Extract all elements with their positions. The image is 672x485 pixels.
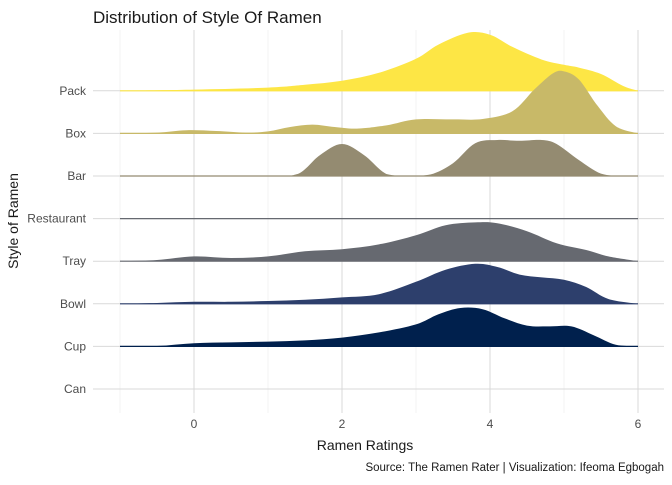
x-tick-label: 6 bbox=[635, 417, 642, 431]
ridge-box bbox=[120, 70, 638, 134]
x-tick-label: 0 bbox=[191, 417, 198, 431]
chart-title: Distribution of Style Of Ramen bbox=[93, 8, 322, 27]
chart-caption: Source: The Ramen Rater | Visualization:… bbox=[365, 462, 664, 474]
ridge-series bbox=[120, 32, 638, 347]
x-tick-label: 2 bbox=[339, 417, 346, 431]
y-tick-label: Bar bbox=[67, 169, 86, 183]
y-tick-label: Can bbox=[64, 382, 86, 396]
y-tick-label: Tray bbox=[62, 254, 86, 268]
y-tick-label: Cup bbox=[64, 339, 86, 353]
y-tick-label: Bowl bbox=[60, 297, 86, 311]
ridge-cup bbox=[120, 307, 638, 347]
x-axis-label: Ramen Ratings bbox=[317, 437, 414, 453]
y-tick-label: Restaurant bbox=[27, 212, 86, 226]
y-tick-labels: Can Cup Bowl Tray Restaurant Bar Box Pack bbox=[27, 84, 87, 396]
x-tick-label: 4 bbox=[487, 417, 494, 431]
ridge-tray bbox=[120, 222, 638, 262]
y-axis-label: Style of Ramen bbox=[5, 173, 21, 269]
ridge-pack bbox=[120, 32, 638, 91]
y-tick-label: Box bbox=[65, 126, 86, 140]
y-tick-label: Pack bbox=[59, 84, 87, 98]
x-tick-labels: 0 2 4 6 bbox=[191, 417, 642, 431]
ridge-bowl bbox=[120, 263, 638, 304]
ridge-bar bbox=[120, 139, 638, 176]
